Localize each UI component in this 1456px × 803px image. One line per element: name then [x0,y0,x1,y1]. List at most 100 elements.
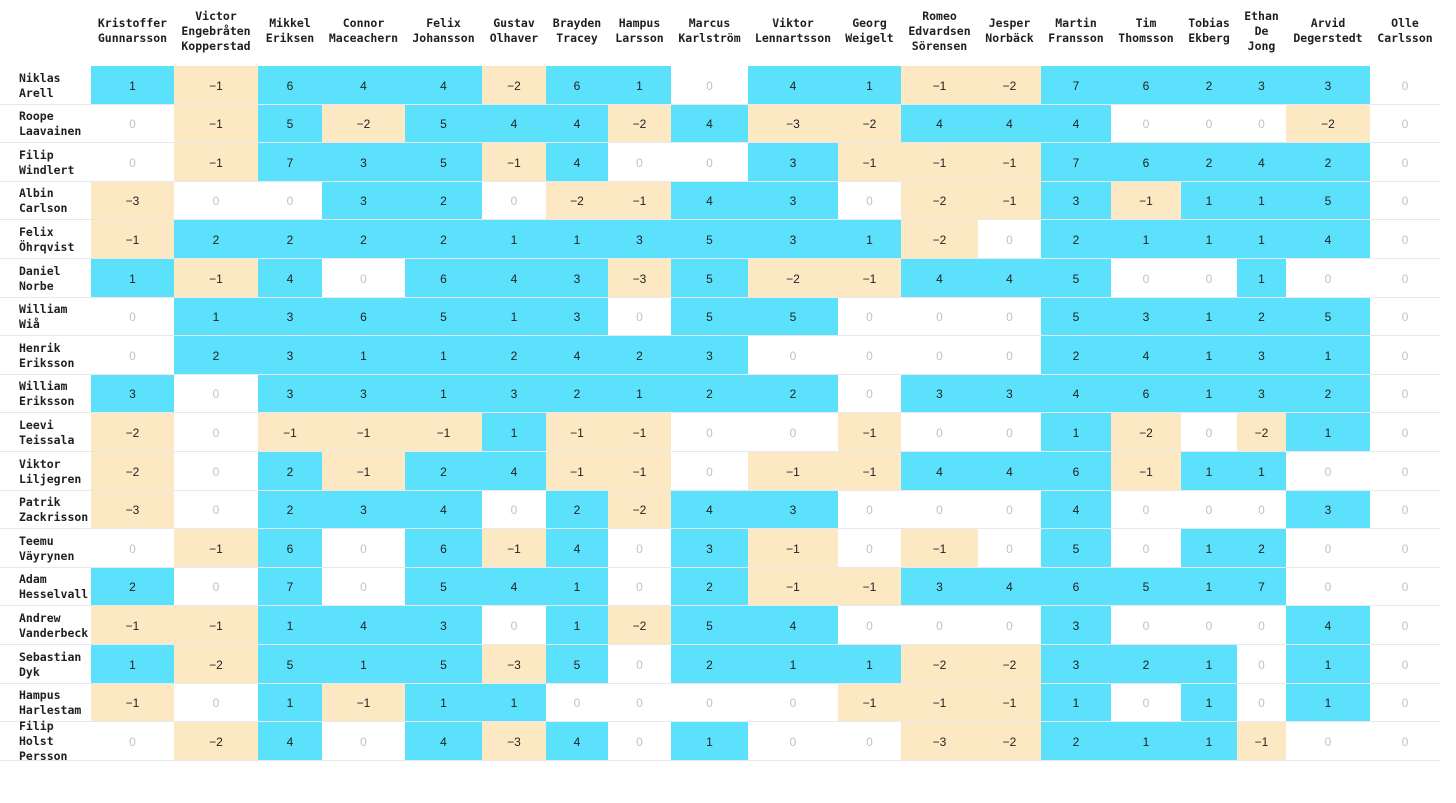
heatmap-cell: 4 [1041,375,1111,413]
row-header-niklas-arell: Niklas Arell [0,66,90,105]
row-divider [0,760,1440,761]
heatmap-cell: 1 [482,220,546,259]
row-header-line: Daniel [19,263,61,278]
heatmap-cell: −1 [546,413,608,452]
heatmap-cell: 3 [978,375,1041,413]
heatmap-cell: 0 [258,182,322,220]
heatmap-cell: 6 [405,259,482,298]
row-divider [0,644,1440,645]
heatmap-cell: 5 [1041,529,1111,568]
heatmap-cell: 4 [405,491,482,529]
row-header-line: Norbe [19,278,54,293]
heatmap-cell: 4 [546,336,608,375]
heatmap-cell: 6 [405,529,482,568]
heatmap-cell: 3 [322,491,405,529]
heatmap-cell: −2 [978,722,1041,761]
heatmap-cell: −1 [901,529,978,568]
row-divider [0,335,1440,336]
heatmap-cell: 0 [838,298,901,336]
heatmap-cell: 1 [1181,645,1237,684]
heatmap-cell: −1 [174,606,258,645]
heatmap-cell: 4 [546,105,608,143]
column-header-line: Norbäck [985,31,1034,45]
heatmap-cell: 1 [546,220,608,259]
column-header-line: Gunnarsson [97,31,168,45]
heatmap-cell: 1 [405,336,482,375]
heatmap-cell: 0 [901,336,978,375]
heatmap-cell: 1 [322,336,405,375]
row-header-line: Harlestam [19,703,82,717]
heatmap-cell: 5 [1111,568,1181,606]
heatmap-cell: 2 [322,220,405,259]
heatmap-cell: 4 [671,105,748,143]
heatmap-cell: 4 [482,452,546,491]
row-header-hampus-harlestam: Hampus Harlestam [0,684,90,722]
heatmap-cell: −2 [1286,105,1370,143]
heatmap-cell: −1 [258,413,322,452]
row-header-line: Vanderbeck [19,625,89,640]
heatmap-cell: 4 [482,259,546,298]
heatmap-cell: 1 [1181,336,1237,375]
heatmap-cell: −1 [91,220,174,259]
heatmap-cell: 4 [546,529,608,568]
column-header-line: Romeo [922,8,957,23]
row-divider [0,374,1440,375]
heatmap-cell: 2 [405,182,482,220]
row-divider [0,721,1440,722]
heatmap-cell: 2 [405,220,482,259]
column-header-line: Maceachern [328,31,399,45]
heatmap-cell: 2 [1041,722,1111,761]
heatmap-cell: 2 [482,336,546,375]
heatmap-cell: 1 [1181,452,1237,491]
row-divider [0,683,1440,684]
heatmap-cell: 3 [1286,491,1370,529]
heatmap-cell: −1 [174,143,258,182]
heatmap-cell: 1 [1286,645,1370,684]
column-header-hampus-larsson: Hampus Larsson [608,0,671,62]
heatmap-cell: 1 [91,645,174,684]
heatmap-cell: −2 [978,66,1041,105]
heatmap-cell: −2 [748,259,838,298]
column-header-line: Kristoffer [97,16,168,30]
column-header-line: Felix [426,16,461,30]
heatmap-cell: −1 [1111,452,1181,491]
heatmap-cell: 1 [1041,413,1111,452]
heatmap-cell: 0 [91,143,174,182]
heatmap-cell: 0 [1237,105,1286,143]
row-header-line: Albin [19,186,54,200]
heatmap-cell: 0 [838,182,901,220]
heatmap-cell: 3 [322,182,405,220]
row-header-felix-ohrqvist: Felix Öhrqvist [0,220,90,259]
heatmap-cell: 0 [1370,143,1440,182]
row-header-line: Väyrynen [19,548,75,563]
row-header-filip-windlert: Filip Windlert [0,143,90,182]
heatmap-cell: 1 [174,298,258,336]
heatmap-cell: 2 [174,220,258,259]
heatmap-cell: −3 [748,105,838,143]
heatmap-cell: 0 [91,298,174,336]
row-header-viktor-liljegren: Viktor Liljegren [0,452,90,491]
heatmap-cell: 2 [671,645,748,684]
row-header-line: Teemu [19,533,54,548]
row-header-line: Persson [19,749,68,763]
column-header-georg-weigelt: Georg Weigelt [838,0,901,62]
heatmap-cell: 4 [978,105,1041,143]
heatmap-cell: 3 [901,375,978,413]
heatmap-cell: 5 [258,645,322,684]
heatmap-cell: 2 [174,336,258,375]
heatmap-cell: −2 [901,182,978,220]
heatmap-cell: 0 [1370,375,1440,413]
heatmap-cell: 0 [1286,529,1370,568]
heatmap-cell: 1 [258,684,322,722]
column-header-line: Karlström [678,31,741,45]
column-header-marcus-karlstrom: Marcus Karlström [671,0,748,62]
heatmap-cell: 2 [748,375,838,413]
column-header-line: Edvardsen [908,23,971,38]
column-header-line: Tim [1135,16,1157,30]
heatmap-cell: 0 [671,66,748,105]
heatmap-cell: 0 [901,298,978,336]
row-header-albin-carlson: Albin Carlson [0,182,90,220]
column-header-tobias-ekberg: Tobias Ekberg [1181,0,1237,62]
heatmap-cell: −1 [978,684,1041,722]
